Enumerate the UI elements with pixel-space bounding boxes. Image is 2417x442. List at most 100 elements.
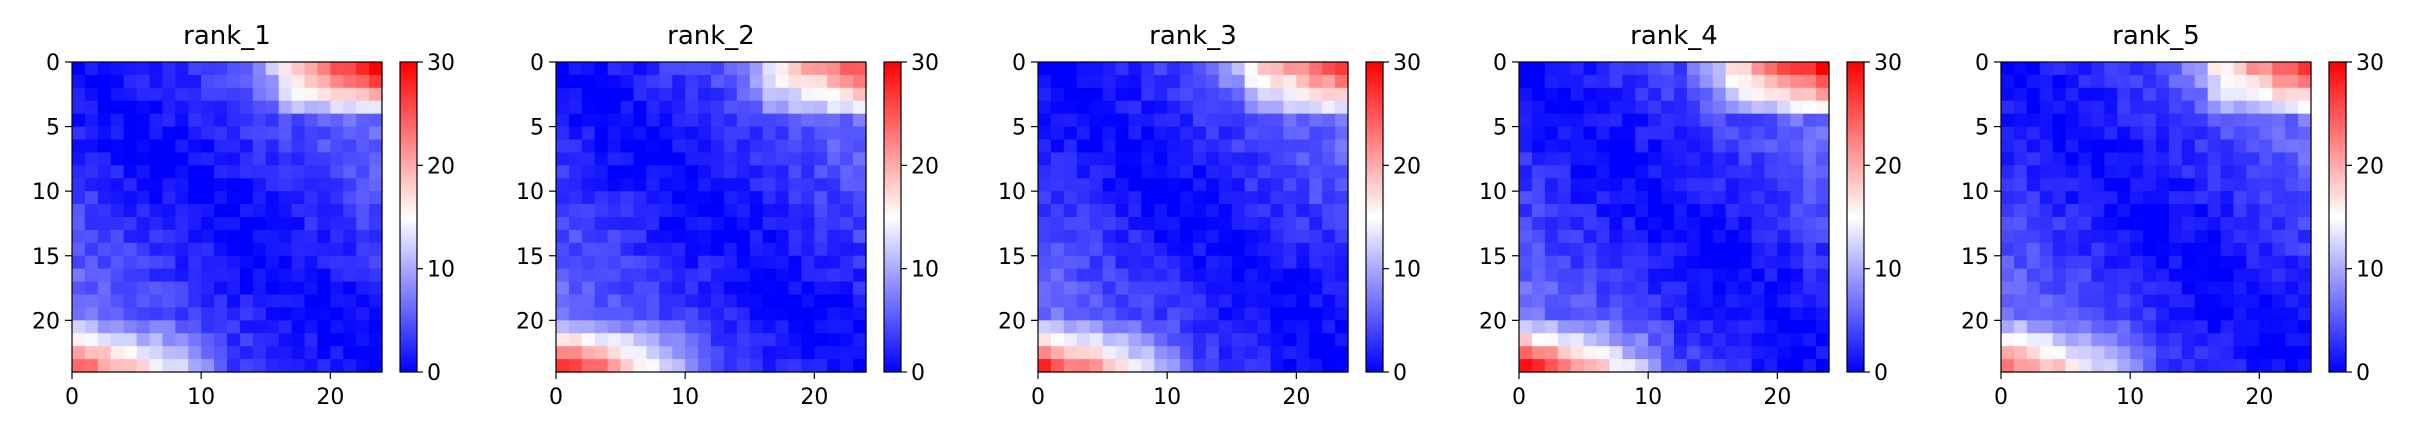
heatmap-cell bbox=[1583, 165, 1598, 179]
heatmap-cell bbox=[2233, 139, 2248, 154]
heatmap-cell bbox=[1596, 307, 1611, 321]
heatmap-cell bbox=[188, 359, 202, 373]
heatmap-cell bbox=[97, 204, 112, 218]
heatmap-cell bbox=[1218, 204, 1233, 218]
heatmap-cell bbox=[1661, 87, 1675, 102]
heatmap-cell bbox=[2052, 126, 2067, 141]
heatmap-cell bbox=[1519, 113, 1533, 128]
heatmap-cell bbox=[110, 229, 125, 244]
heatmap-cell bbox=[1544, 100, 1559, 115]
heatmap-cell bbox=[227, 165, 241, 179]
heatmap-cell bbox=[1283, 165, 1297, 179]
heatmap-cell bbox=[736, 139, 751, 154]
heatmap-cell bbox=[2117, 242, 2131, 257]
heatmap-cell bbox=[2181, 165, 2196, 179]
heatmap-cell bbox=[1102, 191, 1117, 205]
heatmap-cell bbox=[304, 165, 319, 179]
heatmap-cell bbox=[1038, 100, 1052, 115]
heatmap-cell bbox=[685, 333, 699, 347]
heatmap-cell bbox=[330, 307, 344, 321]
heatmap-cell bbox=[2026, 242, 2041, 257]
heatmap-cell bbox=[252, 165, 267, 179]
heatmap-cell bbox=[2220, 139, 2235, 154]
heatmap-cell bbox=[633, 87, 648, 102]
heatmap-cell bbox=[840, 229, 854, 244]
heatmap-cell bbox=[1244, 178, 1259, 192]
heatmap-cell bbox=[239, 165, 254, 179]
heatmap-cell bbox=[1076, 152, 1091, 166]
heatmap-cell bbox=[1699, 152, 1714, 166]
heatmap-cell bbox=[1154, 217, 1168, 231]
heatmap-cell bbox=[1816, 113, 1830, 128]
heatmap-cell bbox=[827, 217, 841, 231]
y-tick-label: 10 bbox=[1961, 180, 1989, 205]
heatmap-cell bbox=[1777, 294, 1791, 309]
colorbar-tick-label: 0 bbox=[427, 361, 441, 386]
heatmap-cell bbox=[1231, 87, 1246, 102]
heatmap-cell bbox=[633, 139, 648, 154]
heatmap-cell bbox=[1648, 178, 1662, 192]
heatmap-cell bbox=[1790, 346, 1804, 360]
heatmap-cell bbox=[2220, 281, 2235, 296]
heatmap-cell bbox=[2246, 359, 2260, 373]
heatmap-cell bbox=[265, 191, 280, 205]
heatmap-cell bbox=[581, 152, 596, 166]
heatmap-cell bbox=[1751, 255, 1766, 270]
heatmap-cell bbox=[568, 359, 583, 373]
heatmap-cell bbox=[1167, 217, 1181, 231]
heatmap-cell bbox=[1038, 191, 1052, 205]
heatmap-cell bbox=[175, 139, 189, 154]
heatmap-cell bbox=[162, 178, 176, 192]
colorbar-tick-label: 30 bbox=[2356, 51, 2384, 76]
heatmap-cell bbox=[1296, 100, 1310, 115]
heatmap-cell bbox=[1050, 268, 1065, 283]
heatmap-cell bbox=[2272, 178, 2286, 192]
heatmap-cell bbox=[736, 62, 751, 76]
heatmap-cell bbox=[2130, 139, 2144, 154]
heatmap-cell bbox=[2207, 126, 2222, 141]
heatmap-cell bbox=[1764, 333, 1778, 347]
heatmap-cell bbox=[620, 229, 635, 244]
heatmap-cell bbox=[1167, 268, 1181, 283]
heatmap-cell bbox=[2220, 229, 2235, 244]
heatmap-cell bbox=[1270, 113, 1285, 128]
heatmap-cell bbox=[1674, 113, 1688, 128]
heatmap-cell bbox=[1205, 178, 1220, 192]
heatmap-cell bbox=[175, 255, 189, 270]
heatmap-cell bbox=[1050, 178, 1065, 192]
heatmap-cell bbox=[188, 178, 202, 192]
heatmap-cell bbox=[646, 320, 660, 334]
heatmap-cell bbox=[1309, 268, 1323, 283]
heatmap-cell bbox=[2026, 255, 2041, 270]
heatmap-cell bbox=[1038, 62, 1052, 76]
heatmap-cell bbox=[736, 113, 751, 128]
heatmap-cell bbox=[685, 113, 699, 128]
heatmap-cell bbox=[1231, 165, 1246, 179]
heatmap-cell bbox=[304, 204, 319, 218]
heatmap-cell bbox=[84, 333, 99, 347]
heatmap-cell bbox=[1167, 87, 1181, 102]
heatmap-cell bbox=[1141, 307, 1155, 321]
heatmap-cell bbox=[175, 281, 189, 296]
heatmap-cell bbox=[2091, 281, 2105, 296]
heatmap-cell bbox=[2220, 62, 2235, 76]
heatmap-cell bbox=[1283, 255, 1297, 270]
heatmap-cell bbox=[788, 255, 803, 270]
heatmap-cell bbox=[607, 204, 622, 218]
heatmap-cell bbox=[1622, 139, 1636, 154]
heatmap-cell bbox=[2233, 152, 2248, 166]
heatmap-cell bbox=[252, 87, 267, 102]
heatmap-cell bbox=[2001, 307, 2015, 321]
heatmap-cell bbox=[1648, 204, 1662, 218]
heatmap-cell bbox=[214, 87, 228, 102]
heatmap-cell bbox=[723, 242, 738, 257]
heatmap-cell bbox=[1751, 178, 1766, 192]
heatmap-cell bbox=[2246, 191, 2260, 205]
heatmap-cell bbox=[123, 281, 138, 296]
heatmap-cell bbox=[594, 178, 609, 192]
heatmap-cell bbox=[1725, 255, 1740, 270]
heatmap-cell bbox=[227, 62, 241, 76]
heatmap-cell bbox=[594, 359, 609, 373]
heatmap-cell bbox=[1609, 204, 1623, 218]
